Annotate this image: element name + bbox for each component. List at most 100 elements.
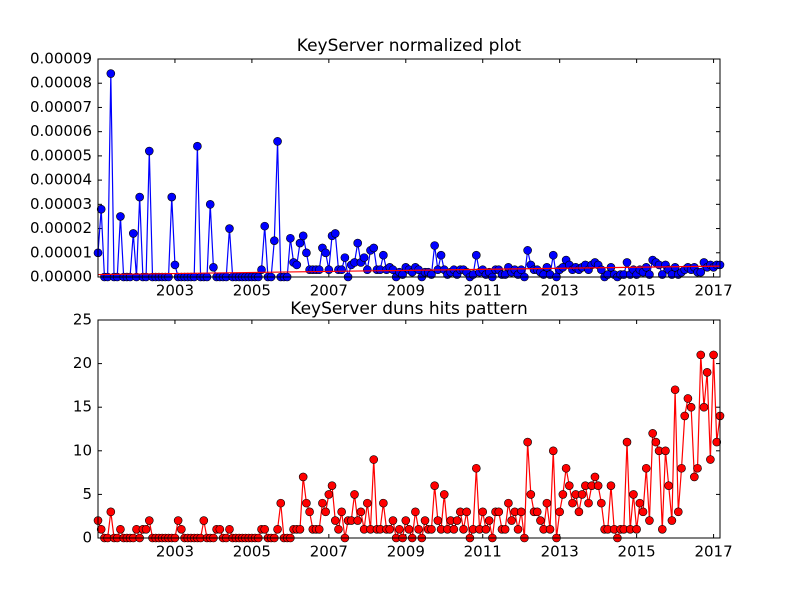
x-tick-label: 2007 (310, 543, 348, 561)
point (106, 69, 116, 78)
point (462, 507, 471, 517)
point (645, 516, 654, 525)
point (96, 204, 106, 214)
y-tick-label: 10 (73, 441, 92, 459)
point (177, 524, 186, 534)
point (693, 463, 702, 473)
point (330, 516, 340, 525)
point (706, 455, 715, 464)
y-tick-label: 0.00004 (30, 171, 92, 189)
point (494, 507, 504, 517)
point (170, 260, 180, 270)
point (167, 192, 177, 202)
series-line (97, 354, 721, 541)
point (690, 472, 699, 482)
point (500, 524, 510, 534)
y-tick-label: 0.00005 (30, 146, 92, 164)
point (439, 490, 449, 499)
point (472, 250, 481, 260)
point (318, 498, 327, 508)
y-tick-label: 0.00008 (30, 74, 92, 92)
y-tick-label: 0.00007 (30, 98, 92, 116)
point (302, 248, 311, 258)
point (590, 472, 600, 482)
point (106, 507, 116, 517)
point (363, 498, 372, 508)
x-tick-label: 2011 (464, 282, 502, 300)
point (193, 141, 202, 151)
point (712, 437, 722, 447)
point (686, 402, 696, 412)
x-tick-label: 2015 (618, 543, 656, 561)
point (321, 248, 330, 258)
point (523, 246, 532, 255)
point (350, 490, 359, 499)
point (641, 463, 651, 473)
x-tick-label: 2005 (233, 282, 271, 300)
point (664, 481, 673, 490)
point (273, 524, 282, 534)
point (622, 258, 632, 267)
point (298, 231, 308, 241)
point (369, 243, 379, 253)
point (436, 250, 446, 260)
point (472, 463, 481, 473)
point (225, 224, 234, 233)
point (337, 507, 346, 517)
x-tick-label: 2003 (156, 282, 194, 300)
point (128, 229, 138, 238)
point (504, 498, 513, 508)
point (334, 524, 343, 534)
point (584, 498, 593, 508)
point (273, 137, 282, 146)
point (314, 265, 324, 275)
point (292, 260, 302, 270)
axes-frame (97, 319, 721, 539)
x-tick-label: 2003 (156, 543, 194, 561)
y-tick-label: 0 (82, 529, 92, 547)
point (327, 481, 337, 490)
x-tick-label: 2009 (387, 282, 425, 300)
point (353, 516, 362, 525)
point (205, 200, 215, 209)
x-tick-label: 2015 (618, 282, 656, 300)
point (606, 481, 616, 490)
point (680, 411, 690, 421)
point (657, 524, 667, 534)
point (548, 250, 558, 260)
point (135, 192, 144, 202)
point (369, 455, 379, 464)
point (670, 385, 680, 395)
point (513, 524, 523, 534)
point (651, 437, 661, 447)
point (526, 490, 536, 499)
point (388, 516, 398, 525)
point (420, 516, 430, 525)
point (353, 238, 362, 248)
point (321, 507, 330, 517)
point (298, 472, 308, 482)
point (564, 481, 574, 490)
y-tick-label: 0.00000 (30, 268, 92, 286)
point (677, 463, 686, 473)
y-tick-label: 25 (73, 311, 92, 329)
point (632, 524, 641, 534)
point (337, 265, 346, 275)
point (401, 516, 411, 525)
point (395, 524, 404, 534)
point (324, 265, 334, 275)
point (141, 524, 151, 534)
y-tick-label: 5 (82, 485, 92, 503)
point (683, 394, 693, 403)
point (199, 516, 209, 525)
point (379, 250, 388, 260)
point (225, 524, 234, 534)
point (558, 490, 568, 499)
point (699, 402, 709, 412)
point (452, 516, 462, 525)
point (516, 265, 526, 275)
point (433, 516, 443, 525)
point (696, 350, 706, 360)
point (359, 253, 369, 262)
axes-frame (97, 58, 721, 278)
